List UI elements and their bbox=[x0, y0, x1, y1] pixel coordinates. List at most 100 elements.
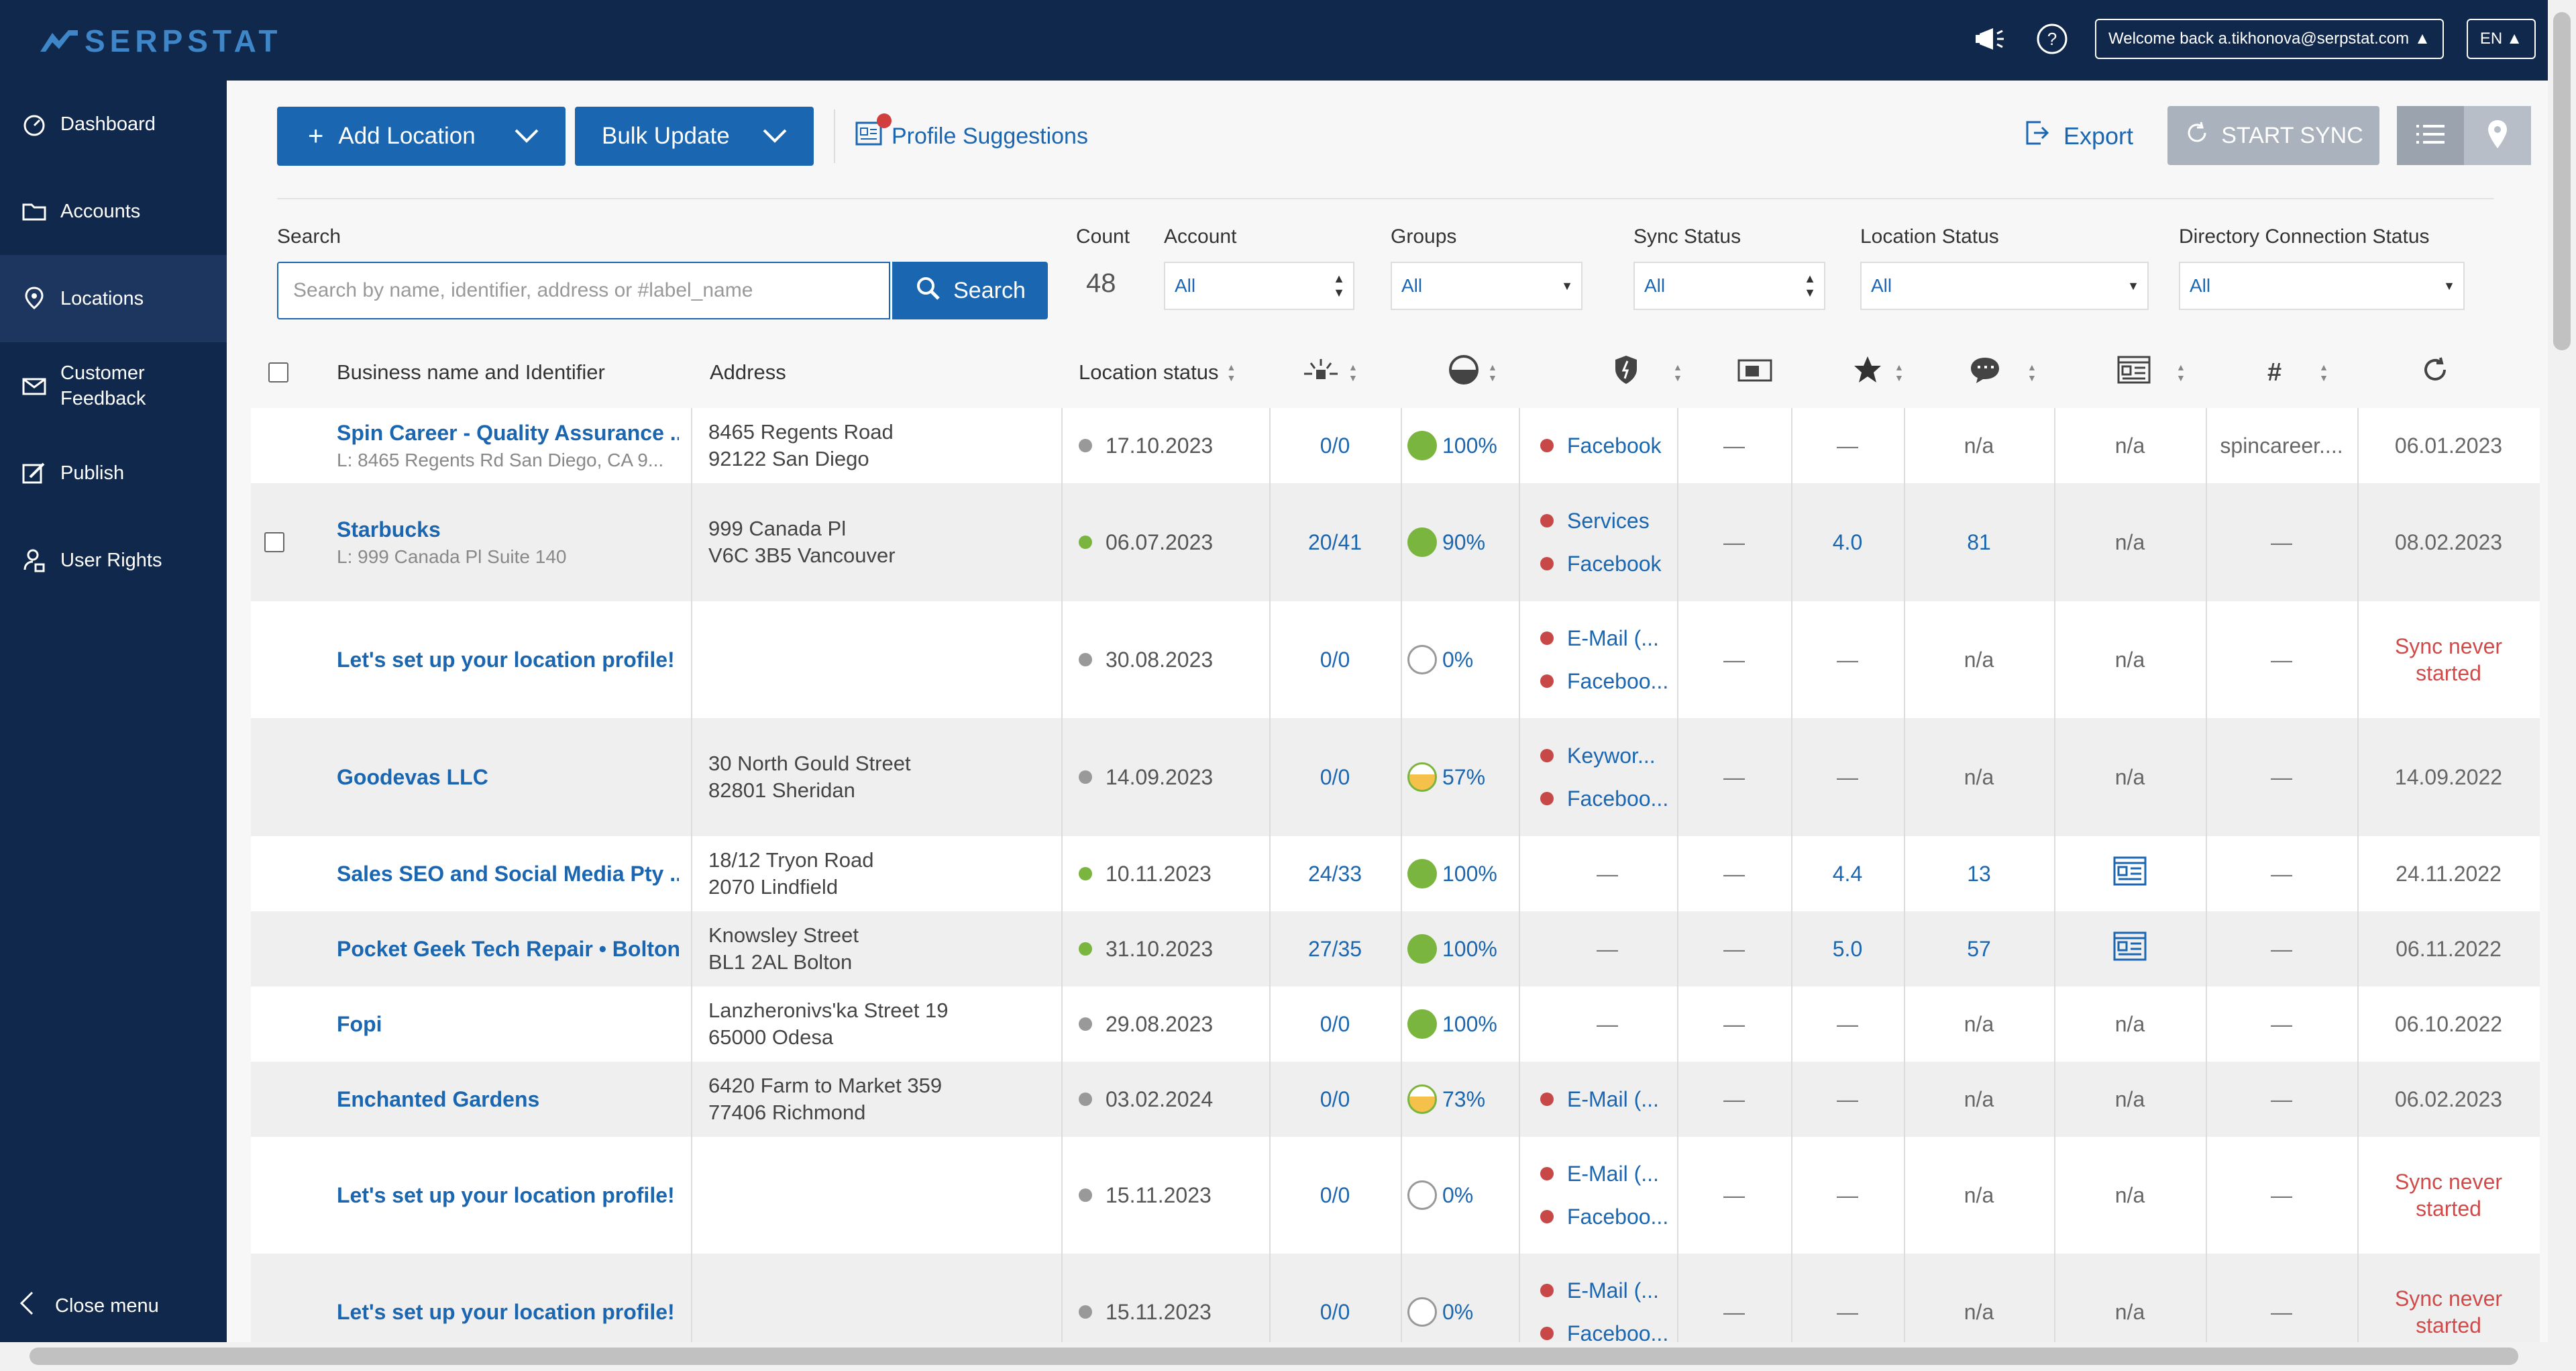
close-menu-button[interactable]: Close menu bbox=[19, 1290, 159, 1322]
groups-select[interactable]: All ▼ bbox=[1391, 262, 1582, 310]
profile-score-value[interactable]: 0% bbox=[1442, 1299, 1474, 1324]
table-row[interactable]: Starbucks L: 999 Canada Pl Suite 140 999… bbox=[251, 483, 2540, 601]
business-name-link[interactable]: Enchanted Gardens bbox=[337, 1086, 540, 1111]
directory-item[interactable]: Faceboo... bbox=[1540, 1195, 1681, 1238]
directory-status-select[interactable]: All ▼ bbox=[2179, 262, 2465, 310]
list-view-button[interactable] bbox=[2397, 106, 2464, 165]
business-name-link[interactable]: Let's set up your location profile! bbox=[337, 1182, 675, 1207]
post-card-icon[interactable] bbox=[2113, 931, 2147, 966]
account-select[interactable]: All ▲ ▼ bbox=[1164, 262, 1354, 310]
search-button[interactable]: Search bbox=[892, 262, 1048, 319]
table-row[interactable]: Goodevas LLC 30 North Gould Street 82801… bbox=[251, 718, 2540, 836]
completeness-link[interactable]: 0/0 bbox=[1320, 433, 1350, 458]
sidebar-item-accounts[interactable]: Accounts bbox=[0, 168, 227, 255]
table-row[interactable]: Fopi Lanzheronivs'ka Street 19 65000 Ode… bbox=[251, 986, 2540, 1062]
col-completeness[interactable]: ▲ ▼ bbox=[1300, 344, 1358, 401]
business-name-link[interactable]: Pocket Geek Tech Repair • Bolton bbox=[337, 936, 679, 961]
directory-item[interactable]: Faceboo... bbox=[1540, 777, 1681, 820]
add-location-button[interactable]: + Add Location bbox=[277, 107, 566, 166]
business-name-link[interactable]: Let's set up your location profile! bbox=[337, 647, 675, 672]
completeness-link[interactable]: 24/33 bbox=[1307, 861, 1362, 886]
business-name-link[interactable]: Let's set up your location profile! bbox=[337, 1299, 675, 1324]
user-menu-button[interactable]: Welcome back a.tikhonova@serpstat.com ▲ bbox=[2095, 19, 2444, 59]
directory-item[interactable]: Faceboo... bbox=[1540, 660, 1681, 703]
search-input[interactable]: Search by name, identifier, address or #… bbox=[277, 262, 890, 319]
completeness-link[interactable]: 0/0 bbox=[1320, 764, 1350, 789]
completeness-link[interactable]: 20/41 bbox=[1307, 529, 1362, 554]
directory-item[interactable]: Faceboo... bbox=[1540, 1312, 1681, 1355]
completeness-link[interactable]: 0/0 bbox=[1320, 1182, 1350, 1207]
sync-status-select[interactable]: All ▲ ▼ bbox=[1633, 262, 1825, 310]
directory-item[interactable]: E-Mail (... bbox=[1540, 1152, 1681, 1195]
reviews-value[interactable]: 57 bbox=[1967, 936, 1991, 961]
directory-item[interactable]: E-Mail (... bbox=[1540, 1078, 1681, 1121]
row-checkbox[interactable] bbox=[264, 532, 284, 552]
business-name-link[interactable]: Goodevas LLC bbox=[337, 764, 488, 789]
export-button[interactable]: Export bbox=[2023, 118, 2133, 154]
profile-suggestions-button[interactable]: Profile Suggestions bbox=[855, 113, 1088, 152]
sidebar-item-publish[interactable]: Publish bbox=[0, 429, 227, 517]
profile-score-value[interactable]: 100% bbox=[1442, 1011, 1497, 1036]
table-row[interactable]: Spin Career - Quality Assurance ... L: 8… bbox=[251, 408, 2540, 483]
col-posts[interactable]: ▲ ▼ bbox=[2117, 344, 2186, 401]
language-selector[interactable]: EN ▲ bbox=[2466, 19, 2536, 59]
rating-value[interactable]: 5.0 bbox=[1832, 936, 1863, 961]
table-row[interactable]: Pocket Geek Tech Repair • Bolton Knowsle… bbox=[251, 911, 2540, 986]
horizontal-scrollbar[interactable] bbox=[0, 1342, 2576, 1371]
table-row[interactable]: Let's set up your location profile! 15.1… bbox=[251, 1137, 2540, 1254]
post-card-icon[interactable] bbox=[2113, 856, 2147, 891]
completeness-link[interactable]: 0/0 bbox=[1320, 647, 1350, 672]
col-sync[interactable] bbox=[2420, 344, 2450, 401]
col-business[interactable]: Business name and Identifier bbox=[337, 344, 605, 401]
profile-score-value[interactable]: 0% bbox=[1442, 647, 1474, 672]
profile-score-value[interactable]: 100% bbox=[1442, 936, 1497, 961]
horizontal-scroll-thumb[interactable] bbox=[30, 1348, 2518, 1365]
profile-score-value[interactable]: 57% bbox=[1442, 764, 1486, 789]
table-row[interactable]: Sales SEO and Social Media Pty ... 18/12… bbox=[251, 836, 2540, 911]
location-status-select[interactable]: All ▼ bbox=[1860, 262, 2149, 310]
col-hashtags[interactable]: # ▲ ▼ bbox=[2267, 344, 2328, 401]
col-rating[interactable]: ▲ ▼ bbox=[1853, 344, 1904, 401]
profile-score-value[interactable]: 90% bbox=[1442, 529, 1486, 554]
sidebar-item-customer-feedback[interactable]: Customer Feedback bbox=[0, 342, 227, 429]
serpstat-logo[interactable]: SERPSTAT bbox=[39, 23, 282, 59]
table-row[interactable]: Let's set up your location profile! 30.0… bbox=[251, 601, 2540, 718]
directory-item[interactable]: Facebook bbox=[1540, 424, 1681, 467]
vertical-scrollbar[interactable] bbox=[2548, 0, 2576, 1342]
announcement-icon[interactable] bbox=[1969, 19, 2009, 59]
profile-score-value[interactable]: 100% bbox=[1442, 433, 1497, 458]
reviews-value[interactable]: 13 bbox=[1967, 861, 1991, 886]
col-reviews[interactable]: ▲ ▼ bbox=[1968, 344, 2037, 401]
profile-score-value[interactable]: 73% bbox=[1442, 1086, 1486, 1111]
directory-item[interactable]: E-Mail (... bbox=[1540, 1269, 1681, 1312]
col-photos[interactable] bbox=[1736, 344, 1774, 401]
table-row[interactable]: Enchanted Gardens 6420 Farm to Market 35… bbox=[251, 1062, 2540, 1137]
col-address[interactable]: Address bbox=[710, 344, 786, 401]
business-name-link[interactable]: Starbucks bbox=[337, 517, 441, 542]
col-location-status[interactable]: Location status ▲ ▼ bbox=[1079, 344, 1236, 401]
business-name-link[interactable]: Sales SEO and Social Media Pty ... bbox=[337, 861, 679, 886]
directory-item[interactable]: Services bbox=[1540, 499, 1681, 542]
vertical-scroll-thumb[interactable] bbox=[2553, 12, 2571, 350]
map-view-button[interactable] bbox=[2464, 106, 2531, 165]
start-sync-button[interactable]: START SYNC bbox=[2167, 106, 2379, 165]
help-icon[interactable]: ? bbox=[2032, 19, 2072, 59]
completeness-link[interactable]: 0/0 bbox=[1320, 1011, 1350, 1036]
completeness-link[interactable]: 0/0 bbox=[1320, 1086, 1350, 1111]
completeness-link[interactable]: 0/0 bbox=[1320, 1299, 1350, 1324]
sidebar-item-user-rights[interactable]: User Rights bbox=[0, 517, 227, 604]
sidebar-item-dashboard[interactable]: Dashboard bbox=[0, 81, 227, 168]
business-name-link[interactable]: Fopi bbox=[337, 1011, 382, 1036]
sidebar-item-locations[interactable]: Locations bbox=[0, 255, 227, 342]
business-name-link[interactable]: Spin Career - Quality Assurance ... bbox=[337, 420, 679, 445]
completeness-link[interactable]: 27/35 bbox=[1307, 936, 1362, 961]
profile-score-value[interactable]: 100% bbox=[1442, 861, 1497, 886]
select-all-checkbox[interactable] bbox=[268, 362, 288, 383]
directory-item[interactable]: E-Mail (... bbox=[1540, 617, 1681, 660]
reviews-value[interactable]: 81 bbox=[1967, 529, 1991, 554]
col-profile-score[interactable]: ▲ ▼ bbox=[1448, 344, 1497, 401]
rating-value[interactable]: 4.4 bbox=[1832, 861, 1863, 886]
directory-item[interactable]: Keywor... bbox=[1540, 734, 1681, 777]
col-directories[interactable]: ▲ ▼ bbox=[1613, 344, 1682, 401]
directory-item[interactable]: Facebook bbox=[1540, 542, 1681, 585]
